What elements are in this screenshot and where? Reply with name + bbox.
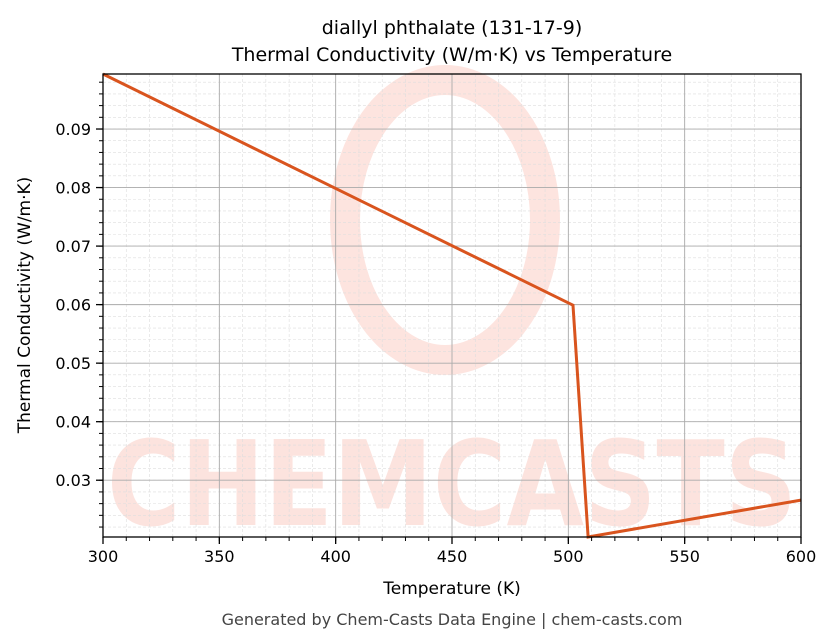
y-tick-label: 0.09 [55, 120, 91, 139]
x-tick-label: 500 [553, 547, 584, 566]
x-tick-label: 550 [669, 547, 700, 566]
x-tick-label: 600 [786, 547, 817, 566]
x-tick-label: 450 [437, 547, 468, 566]
y-tick-label: 0.08 [55, 179, 91, 198]
y-tick-label: 0.03 [55, 471, 91, 490]
x-axis-label: Temperature (K) [382, 579, 521, 599]
series-line [102, 72, 802, 539]
x-tick-label: 300 [88, 547, 119, 566]
chart-subtitle: Thermal Conductivity (W/m·K) vs Temperat… [231, 44, 672, 66]
y-axis-label: Thermal Conductivity (W/m·K) [15, 177, 35, 435]
footer-text: Generated by Chem-Casts Data Engine | ch… [222, 610, 683, 629]
y-tick-label: 0.06 [55, 296, 91, 315]
y-tick-label: 0.04 [55, 413, 91, 432]
x-tick-label: 400 [320, 547, 351, 566]
chart-title: diallyl phthalate (131-17-9) [322, 17, 583, 39]
y-tick-label: 0.05 [55, 354, 91, 373]
y-tick-label: 0.07 [55, 237, 91, 256]
x-tick-label: 350 [204, 547, 235, 566]
